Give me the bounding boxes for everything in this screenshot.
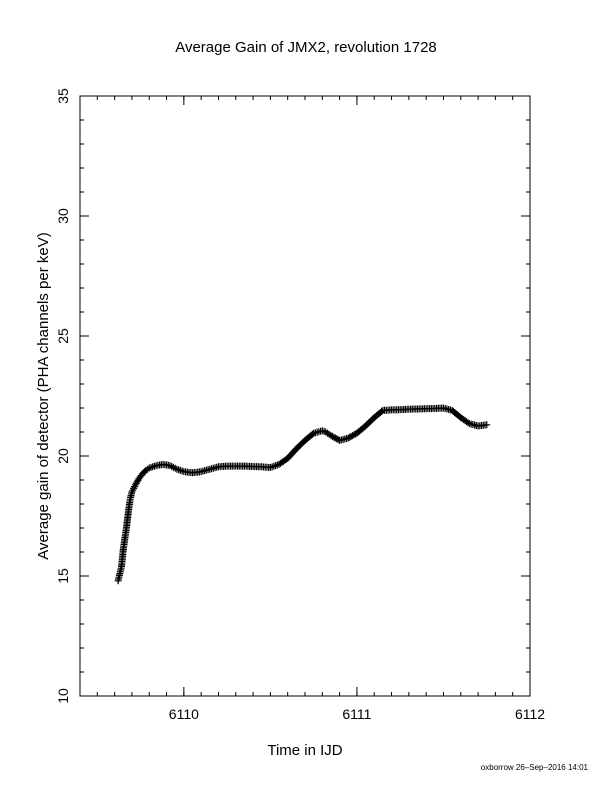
data-point — [378, 407, 386, 415]
timestamp-stamp: oxborrow 26–Sep–2016 14:01 — [481, 763, 589, 772]
data-point — [272, 462, 280, 470]
data-point — [308, 430, 316, 438]
plot-frame — [79, 95, 531, 697]
data-point — [483, 421, 491, 429]
data-point — [266, 464, 274, 472]
x-tick-label: 6110 — [169, 706, 199, 722]
chart-title: Average Gain of JMX2, revolution 1728 — [175, 39, 437, 56]
data-point — [171, 464, 179, 472]
y-tick-label: 20 — [55, 448, 71, 464]
data-point — [131, 481, 139, 489]
data-point — [464, 419, 472, 427]
y-tick-label: 10 — [55, 688, 71, 704]
x-axis-label: Time in IJD — [267, 742, 342, 759]
y-tick-label: 35 — [55, 88, 71, 104]
data-point — [132, 479, 140, 487]
x-tick-label: 6112 — [515, 706, 545, 722]
x-tick-label: 6111 — [342, 706, 371, 722]
y-tick-label: 15 — [55, 568, 71, 584]
data-point — [273, 461, 281, 469]
tick-labels: 6110 6111 6112 10 15 20 25 30 35 — [55, 88, 545, 722]
data-point — [268, 463, 276, 471]
data-point — [133, 478, 141, 486]
y-tick-label: 25 — [55, 328, 71, 344]
data-point — [270, 462, 278, 470]
data-points — [114, 404, 491, 585]
axis-ticks — [79, 95, 531, 697]
y-tick-label: 30 — [55, 208, 71, 224]
y-axis-label: Average gain of detector (PHA channels p… — [35, 232, 52, 559]
